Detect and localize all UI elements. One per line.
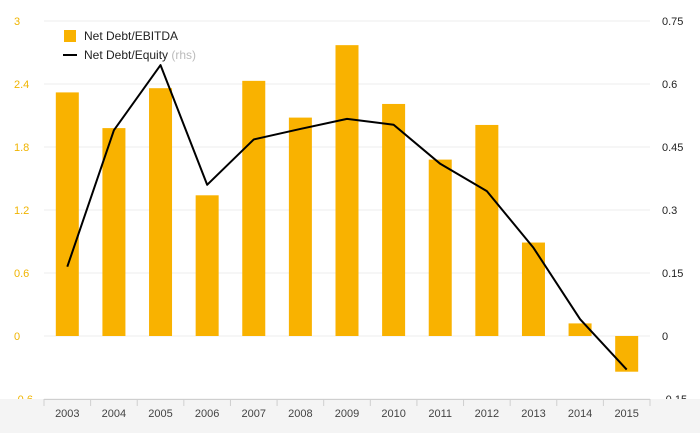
x-tick-label: 2013 bbox=[521, 408, 545, 420]
bar-2006 bbox=[195, 195, 219, 336]
bar-2011 bbox=[428, 159, 452, 336]
x-tick-label: 2010 bbox=[381, 408, 405, 420]
legend-swatch-bar bbox=[64, 30, 76, 42]
right-tick-label: 0.75 bbox=[662, 16, 683, 28]
bar-2007 bbox=[242, 80, 266, 336]
x-tick-label: 2003 bbox=[55, 408, 79, 420]
right-tick-label: 0 bbox=[662, 331, 668, 343]
bar-2013 bbox=[521, 242, 545, 336]
right-tick-label: 0.45 bbox=[662, 142, 683, 154]
bar-2008 bbox=[288, 117, 312, 336]
x-tick-label: 2014 bbox=[568, 408, 592, 420]
left-tick-label: 1.2 bbox=[14, 205, 29, 217]
left-tick-label: 0 bbox=[14, 331, 20, 343]
right-tick-label: 0.15 bbox=[662, 268, 683, 280]
x-tick-label: 2004 bbox=[102, 408, 126, 420]
x-tick-label: 2012 bbox=[475, 408, 499, 420]
left-tick-label: 1.8 bbox=[14, 142, 29, 154]
x-tick-label: 2011 bbox=[428, 408, 452, 420]
x-tick-label: 2015 bbox=[614, 408, 638, 420]
left-tick-label: 2.4 bbox=[14, 79, 29, 91]
legend-label-equity: Net Debt/Equity (rhs) bbox=[84, 48, 196, 62]
x-tick-label: 2007 bbox=[242, 408, 266, 420]
legend-label-ebitda: Net Debt/EBITDA bbox=[84, 29, 178, 43]
bar-2005 bbox=[149, 88, 173, 336]
bar-2015 bbox=[615, 336, 639, 372]
legend-rhs-note: (rhs) bbox=[171, 48, 196, 62]
right-tick-label: 0.6 bbox=[662, 79, 677, 91]
bar-2014 bbox=[568, 323, 592, 336]
bar-2012 bbox=[475, 124, 499, 336]
left-tick-label: 3 bbox=[14, 16, 20, 28]
x-axis-band bbox=[0, 399, 700, 433]
x-tick-label: 2009 bbox=[335, 408, 359, 420]
bar-2010 bbox=[382, 103, 406, 336]
bar-2003 bbox=[55, 92, 79, 337]
x-tick-label: 2006 bbox=[195, 408, 219, 420]
right-tick-label: 0.3 bbox=[662, 205, 677, 217]
x-tick-label: 2008 bbox=[288, 408, 312, 420]
bar-2009 bbox=[335, 45, 359, 337]
left-tick-label: 0.6 bbox=[14, 268, 29, 280]
x-tick-label: 2005 bbox=[148, 408, 172, 420]
bar-2004 bbox=[102, 128, 126, 336]
